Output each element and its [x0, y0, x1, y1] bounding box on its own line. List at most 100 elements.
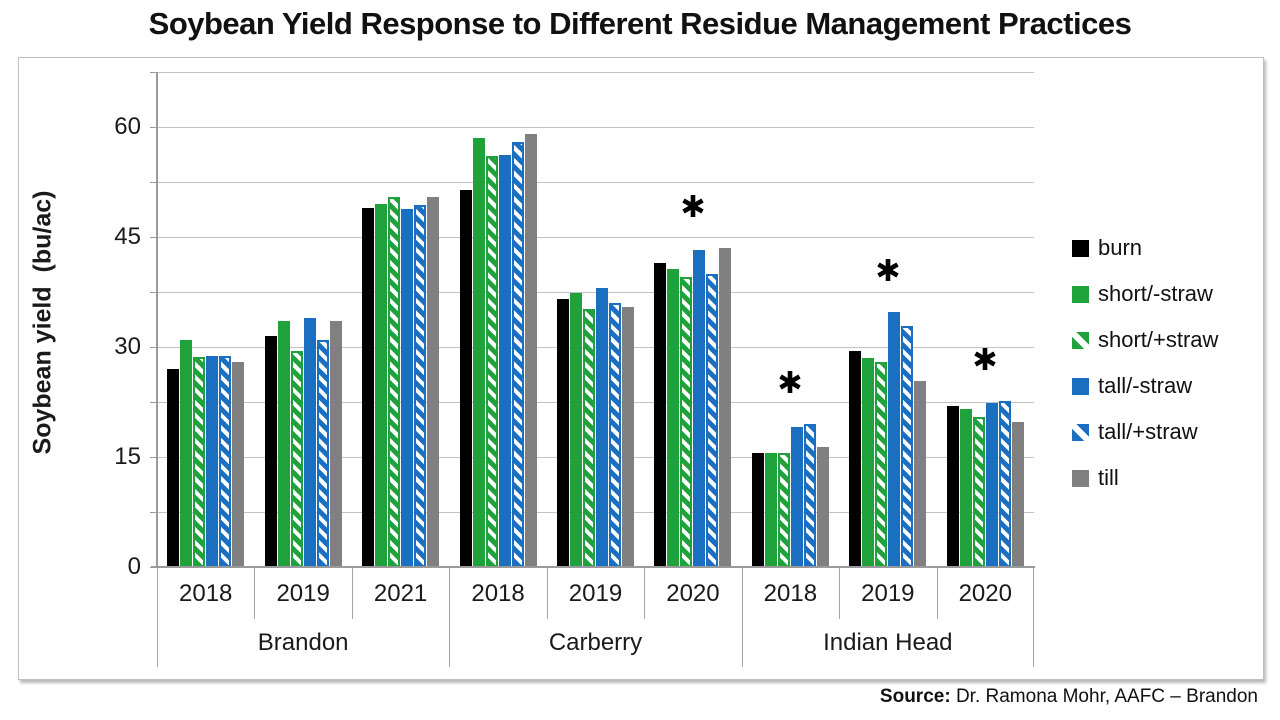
legend-swatch-icon	[1072, 469, 1089, 487]
bar-till	[427, 196, 440, 567]
gridline	[157, 402, 1034, 403]
y-tick	[150, 402, 157, 403]
bar-tall-straw	[693, 250, 706, 567]
y-tick-label: 30	[114, 333, 141, 360]
bar-till	[1011, 421, 1024, 567]
bar-till	[524, 134, 537, 567]
location-separator	[157, 568, 158, 667]
bar-tall-straw	[888, 311, 901, 567]
year-separator	[644, 568, 646, 619]
y-tick-label: 15	[114, 443, 141, 470]
bar-short-straw	[777, 452, 790, 567]
bar-tall-straw	[608, 303, 621, 567]
legend-item: short/-straw	[1072, 271, 1218, 317]
bar-burn	[459, 190, 472, 567]
gridline	[157, 237, 1034, 238]
bar-tall-straw	[790, 426, 803, 567]
y-tick	[150, 347, 157, 348]
source-note: Source: Dr. Ramona Mohr, AAFC – Brandon	[880, 686, 1258, 708]
gridline	[157, 182, 1034, 183]
bar-group	[644, 72, 741, 567]
bar-short-straw	[569, 292, 582, 567]
bar-burn	[556, 299, 569, 567]
year-label: 2018	[471, 580, 525, 607]
legend-label: tall/-straw	[1098, 373, 1193, 398]
bar-group	[449, 72, 546, 567]
y-axis-title: Soybean yield (bu/ac)	[28, 190, 57, 455]
bar-short-straw	[388, 197, 401, 567]
bar-tall-straw	[706, 273, 719, 567]
y-tick-label: 60	[114, 113, 141, 140]
bar-short-straw	[862, 358, 875, 567]
legend-label: till	[1098, 465, 1119, 490]
bar-tall-straw	[803, 424, 816, 567]
year-label: 2018	[179, 580, 233, 607]
bar-burn	[264, 336, 277, 567]
legend-swatch-icon	[1072, 285, 1089, 303]
bar-till	[329, 321, 342, 567]
year-label: 2019	[568, 580, 623, 607]
year-separator	[351, 568, 353, 619]
year-separator	[254, 568, 256, 619]
bar-tall-straw	[414, 205, 427, 567]
bar-tall-straw	[998, 401, 1011, 567]
y-tick-label: 0	[127, 553, 141, 580]
bar-tall-straw	[901, 326, 914, 567]
source-text: Dr. Ramona Mohr, AAFC – Brandon	[955, 686, 1258, 707]
bar-till	[914, 381, 927, 567]
location-label: Carberry	[548, 629, 643, 656]
legend-item: tall/-straw	[1072, 363, 1218, 409]
significance-asterisk	[680, 193, 706, 224]
year-separator	[546, 568, 548, 619]
significance-asterisk	[972, 346, 998, 377]
bar-short-straw	[972, 416, 985, 567]
year-label: 2020	[958, 580, 1012, 607]
y-tick	[150, 512, 157, 513]
year-separator	[936, 568, 938, 619]
x-axis-line	[151, 566, 1035, 568]
bar-tall-straw	[303, 317, 316, 567]
bar-short-straw	[667, 269, 680, 567]
bar-short-straw	[485, 155, 498, 567]
bar-short-straw	[375, 204, 388, 567]
legend-label: tall/+straw	[1098, 419, 1198, 444]
asterisk-icon	[877, 258, 899, 281]
location-label: Indian Head	[823, 629, 953, 656]
gridline	[157, 292, 1034, 293]
bar-tall-straw	[511, 141, 524, 567]
plot-area	[157, 72, 1034, 567]
year-label: 2018	[763, 580, 818, 607]
location-separator	[1033, 568, 1034, 667]
legend-swatch-icon	[1072, 377, 1089, 395]
legend-label: short/+straw	[1098, 327, 1219, 352]
y-tick	[150, 457, 157, 458]
bar-group	[547, 72, 644, 567]
legend-label: short/-straw	[1098, 281, 1213, 306]
gridline	[157, 72, 1034, 73]
location-separator	[449, 568, 451, 667]
bar-short-straw	[193, 357, 206, 567]
bar-burn	[849, 351, 862, 567]
bar-till	[816, 446, 829, 567]
bar-short-straw	[959, 409, 972, 567]
y-tick	[150, 182, 157, 183]
bar-burn	[654, 262, 667, 567]
x-axis: 2018 2019 2021 Brandon 2018 2019 2020 Carberry 2…	[157, 568, 1034, 667]
significance-asterisk	[875, 257, 901, 288]
bar-tall-straw	[401, 209, 414, 567]
bar-tall-straw	[498, 154, 511, 567]
bar-tall-straw	[219, 355, 232, 567]
bar-tall-straw	[206, 355, 219, 567]
source-label: Source:	[879, 686, 951, 707]
bar-burn	[751, 453, 764, 567]
year-label: 2021	[373, 580, 428, 607]
legend-swatch-icon	[1072, 239, 1089, 257]
bar-burn	[362, 207, 375, 567]
legend-swatch-icon	[1072, 331, 1089, 349]
bar-short-straw	[875, 361, 888, 567]
bar-short-straw	[764, 453, 777, 567]
bar-group	[157, 72, 254, 567]
legend-item: short/+straw	[1072, 317, 1218, 363]
bar-short-straw	[290, 350, 303, 567]
y-axis-line	[156, 72, 158, 567]
